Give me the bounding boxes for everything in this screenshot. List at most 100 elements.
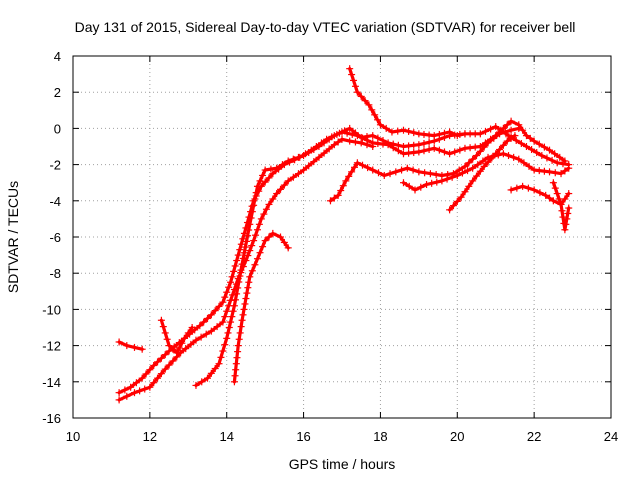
data-point-marker	[501, 128, 509, 136]
data-point-marker	[549, 197, 557, 205]
data-point-marker	[235, 278, 243, 286]
data-point-marker	[415, 168, 423, 176]
data-point-marker	[334, 191, 342, 199]
x-axis-label: GPS time / hours	[289, 456, 396, 472]
data-point-marker	[453, 171, 461, 179]
data-point-marker	[267, 165, 275, 173]
data-point-marker	[507, 117, 515, 125]
data-point-marker	[557, 170, 565, 178]
data-point-marker	[305, 149, 313, 157]
data-point-marker	[456, 146, 464, 154]
data-point-marker	[136, 387, 144, 395]
data-point-marker	[261, 237, 269, 245]
data-point-marker	[229, 307, 237, 315]
data-point-marker	[227, 318, 235, 326]
data-point-marker	[428, 179, 436, 187]
data-point-marker	[130, 389, 138, 397]
data-point-marker	[245, 278, 253, 286]
data-point-marker	[150, 362, 158, 370]
data-point-marker	[159, 323, 167, 331]
data-point-marker	[449, 202, 457, 210]
data-point-marker	[538, 152, 546, 160]
data-point-marker	[235, 335, 243, 343]
data-point-marker	[540, 143, 548, 151]
data-point-marker	[261, 178, 269, 186]
data-point-marker	[207, 311, 215, 319]
data-point-marker	[389, 140, 397, 148]
data-point-marker	[561, 167, 569, 175]
data-point-marker	[228, 273, 236, 281]
data-point-marker	[225, 324, 233, 331]
y-tick-label: 4	[54, 49, 61, 64]
y-tick-label: -10	[42, 302, 61, 317]
data-point-marker	[350, 76, 358, 84]
data-point-marker	[553, 159, 561, 167]
data-point-marker	[535, 167, 543, 175]
data-point-marker	[219, 298, 227, 306]
data-point-marker	[246, 273, 254, 281]
data-point-marker	[221, 341, 229, 349]
data-point-marker	[257, 215, 265, 223]
data-point-marker	[364, 136, 372, 144]
data-point-marker	[515, 155, 523, 163]
data-point-marker	[346, 124, 354, 132]
data-point-marker	[405, 127, 413, 135]
data-point-marker	[440, 129, 448, 137]
data-point-marker	[237, 266, 245, 274]
data-point-marker	[369, 166, 377, 174]
data-point-marker	[357, 92, 365, 100]
data-point-marker	[251, 195, 259, 203]
data-point-marker	[161, 329, 169, 337]
data-point-marker	[273, 164, 281, 172]
data-point-marker	[238, 316, 246, 324]
data-point-marker	[430, 144, 438, 152]
data-point-marker	[330, 132, 338, 140]
data-point-marker	[363, 141, 371, 149]
data-point-marker	[192, 381, 200, 389]
data-point-marker	[365, 101, 373, 109]
data-point-marker	[265, 174, 273, 182]
data-point-marker	[330, 194, 338, 202]
data-point-marker	[237, 323, 245, 331]
data-point-marker	[380, 171, 388, 179]
data-point-marker	[262, 205, 270, 213]
data-point-marker	[513, 184, 521, 192]
data-point-marker	[392, 168, 400, 176]
data-point-marker	[161, 351, 169, 359]
data-point-marker	[325, 145, 333, 153]
data-point-marker	[187, 340, 195, 348]
data-point-marker	[242, 295, 250, 303]
data-point-marker	[492, 123, 500, 131]
data-point-marker	[289, 173, 297, 181]
data-point-marker	[448, 173, 456, 181]
data-point-marker	[231, 296, 239, 304]
data-point-marker	[215, 302, 223, 310]
y-tick-label: -16	[42, 411, 61, 426]
x-tick-label: 14	[219, 429, 233, 444]
data-point-marker	[180, 334, 188, 342]
data-point-marker	[233, 354, 241, 362]
data-point-marker	[240, 249, 248, 257]
data-point-marker	[334, 138, 342, 146]
data-point-marker	[165, 361, 173, 369]
series-track-1	[115, 135, 377, 404]
data-point-marker	[466, 144, 474, 152]
data-point-marker	[384, 139, 392, 147]
data-point-marker	[300, 166, 308, 174]
data-point-marker	[361, 97, 369, 105]
data-point-marker	[496, 146, 504, 154]
data-point-marker	[520, 159, 528, 167]
data-point-marker	[433, 178, 441, 186]
data-point-marker	[480, 162, 488, 170]
data-point-marker	[348, 71, 356, 79]
data-point-marker	[250, 237, 258, 245]
data-point-marker	[236, 272, 244, 280]
data-point-marker	[132, 379, 140, 387]
data-point-marker	[284, 177, 292, 185]
data-point-marker	[175, 344, 183, 352]
data-point-marker	[269, 170, 277, 178]
data-point-marker	[559, 213, 567, 221]
data-point-marker	[446, 206, 454, 214]
data-point-marker	[221, 313, 229, 321]
data-point-marker	[269, 229, 277, 237]
